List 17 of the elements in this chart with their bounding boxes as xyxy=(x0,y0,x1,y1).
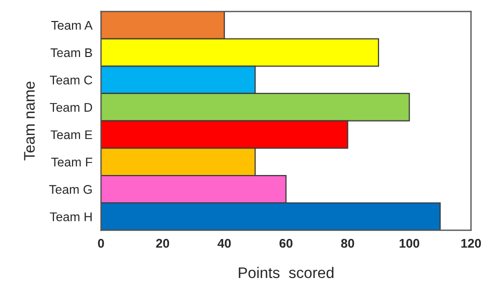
y-tick-label: Team F xyxy=(51,158,92,167)
x-tick-label: 80 xyxy=(341,238,354,248)
x-tick-label: 100 xyxy=(400,238,420,248)
y-tick-label: Team B xyxy=(50,48,92,58)
y-tick-label: Team D xyxy=(50,103,92,112)
y-tick-label: Team H xyxy=(50,212,92,222)
x-tick-label: 120 xyxy=(461,238,481,248)
x-tick-label: 0 xyxy=(98,238,104,248)
y-tick-label: Team E xyxy=(50,130,92,140)
x-tick-label: 40 xyxy=(218,238,231,248)
y-axis-title: Team name xyxy=(24,82,35,160)
y-tick-label: Team C xyxy=(50,76,92,84)
x-axis-title: Points scored xyxy=(238,266,334,278)
x-tick-label: 60 xyxy=(280,238,292,248)
y-tick-label: Team G xyxy=(49,185,92,194)
y-tick-label: Team A xyxy=(51,21,93,30)
x-tick-label: 20 xyxy=(156,238,170,248)
